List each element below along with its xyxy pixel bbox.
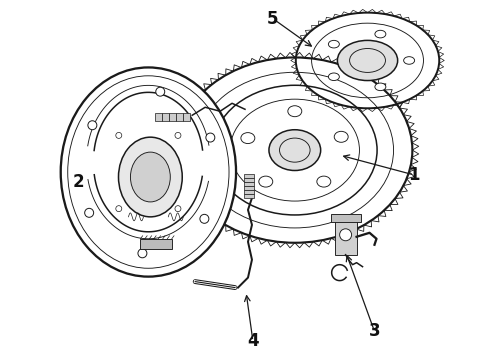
Ellipse shape — [296, 13, 439, 108]
Text: 5: 5 — [267, 10, 279, 28]
Bar — [162, 113, 169, 121]
Bar — [244, 182, 254, 186]
Text: 2: 2 — [73, 173, 84, 191]
Bar — [176, 113, 183, 121]
Text: 1: 1 — [409, 166, 420, 184]
Text: 3: 3 — [368, 323, 380, 341]
Ellipse shape — [328, 73, 340, 81]
Ellipse shape — [288, 106, 302, 117]
Ellipse shape — [328, 40, 340, 48]
Circle shape — [156, 87, 165, 96]
Circle shape — [206, 133, 215, 142]
Bar — [331, 214, 361, 222]
Bar — [155, 113, 162, 121]
Text: 4: 4 — [247, 332, 259, 350]
Ellipse shape — [177, 58, 413, 243]
Bar — [183, 113, 190, 121]
Ellipse shape — [375, 30, 386, 38]
Circle shape — [88, 121, 97, 130]
Ellipse shape — [61, 67, 236, 276]
Ellipse shape — [334, 131, 348, 142]
Ellipse shape — [119, 137, 182, 217]
Circle shape — [340, 229, 352, 241]
Ellipse shape — [241, 132, 255, 144]
Ellipse shape — [338, 40, 398, 81]
Bar — [169, 113, 176, 121]
Bar — [244, 178, 254, 182]
Bar — [244, 186, 254, 190]
Ellipse shape — [269, 130, 320, 171]
Bar — [244, 194, 254, 198]
Circle shape — [175, 132, 181, 138]
Bar — [244, 174, 254, 178]
Ellipse shape — [130, 152, 171, 202]
Ellipse shape — [404, 57, 415, 64]
Circle shape — [116, 132, 122, 138]
Circle shape — [116, 206, 122, 212]
Circle shape — [85, 208, 94, 217]
Bar — [244, 190, 254, 194]
Circle shape — [200, 214, 209, 223]
Ellipse shape — [317, 176, 331, 187]
Circle shape — [175, 206, 181, 212]
Bar — [335, 215, 357, 255]
Circle shape — [138, 249, 147, 258]
Ellipse shape — [375, 83, 386, 91]
Ellipse shape — [259, 176, 273, 187]
Bar — [141, 239, 172, 249]
